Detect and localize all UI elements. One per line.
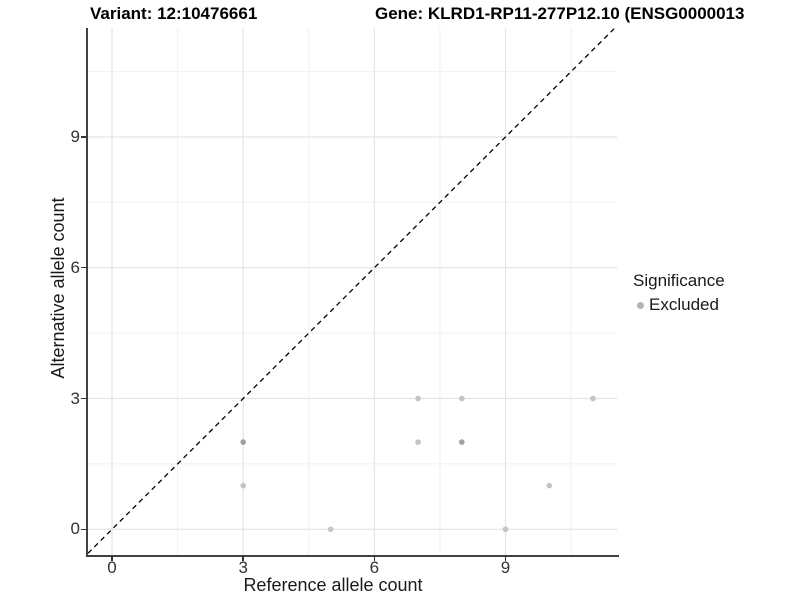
- data-point: [240, 439, 247, 445]
- x-tick-mark: [504, 556, 507, 561]
- legend-item-label: Excluded: [649, 295, 719, 314]
- variant-title: Variant: 12:10476661: [90, 4, 258, 23]
- y-tick-label: 3: [70, 388, 80, 408]
- x-tick-label: 6: [369, 558, 380, 577]
- y-tick-mark: [81, 266, 86, 269]
- data-point: [458, 439, 465, 445]
- y-tick-label: 9: [70, 126, 80, 146]
- data-point: [590, 395, 596, 402]
- y-axis-line: [86, 28, 88, 557]
- x-tick-mark: [111, 556, 113, 561]
- plot-panel: [88, 28, 617, 555]
- x-tick-label: 3: [238, 558, 248, 577]
- data-point: [458, 395, 465, 402]
- identity-dashed-line: [88, 28, 616, 554]
- data-point: [415, 395, 421, 402]
- y-tick-mark: [81, 397, 86, 400]
- y-tick-mark: [81, 136, 86, 138]
- data-point: [415, 439, 421, 445]
- legend-title: Significance: [633, 271, 725, 290]
- x-axis-title: Reference allele count: [243, 575, 423, 595]
- excluded-point-swatch-icon: [637, 301, 644, 309]
- data-point: [327, 526, 334, 533]
- x-tick-label: 0: [107, 558, 117, 577]
- x-tick-label: 9: [500, 558, 511, 577]
- data-point: [546, 482, 553, 489]
- data-point: [502, 526, 509, 533]
- y-tick-mark: [81, 528, 86, 531]
- y-tick-label: 0: [70, 519, 80, 539]
- legend: Significance Excluded: [633, 271, 725, 315]
- x-tick-mark: [242, 556, 244, 561]
- x-axis-line: [86, 555, 619, 557]
- y-axis-title: Alternative allele count: [48, 197, 68, 379]
- scatter-plot-canvas: [88, 28, 617, 555]
- gene-title: Gene: KLRD1-RP11-277P12.10 (ENSG0000013: [375, 4, 745, 23]
- legend-item-excluded: Excluded: [633, 295, 725, 315]
- data-point: [240, 482, 247, 489]
- y-tick-label: 6: [70, 257, 80, 277]
- x-tick-mark: [373, 556, 376, 561]
